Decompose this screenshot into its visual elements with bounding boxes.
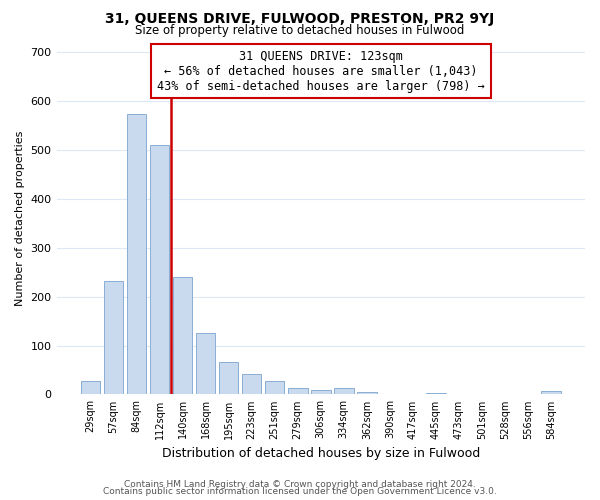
Bar [196, 334, 215, 394]
Bar [265, 381, 284, 394]
Bar [149, 145, 169, 394]
Y-axis label: Number of detached properties: Number of detached properties [15, 131, 25, 306]
Bar [288, 388, 308, 394]
Bar [242, 374, 262, 394]
Bar [311, 390, 331, 394]
Text: 31 QUEENS DRIVE: 123sqm
← 56% of detached houses are smaller (1,043)
43% of semi: 31 QUEENS DRIVE: 123sqm ← 56% of detache… [157, 50, 485, 92]
Text: Size of property relative to detached houses in Fulwood: Size of property relative to detached ho… [136, 24, 464, 37]
Bar [357, 392, 377, 394]
Bar [334, 388, 353, 394]
Text: Contains HM Land Registry data © Crown copyright and database right 2024.: Contains HM Land Registry data © Crown c… [124, 480, 476, 489]
Text: Contains public sector information licensed under the Open Government Licence v3: Contains public sector information licen… [103, 487, 497, 496]
Bar [104, 280, 123, 394]
Bar [80, 380, 100, 394]
X-axis label: Distribution of detached houses by size in Fulwood: Distribution of detached houses by size … [161, 447, 480, 460]
Bar [127, 114, 146, 394]
Text: 31, QUEENS DRIVE, FULWOOD, PRESTON, PR2 9YJ: 31, QUEENS DRIVE, FULWOOD, PRESTON, PR2 … [106, 12, 494, 26]
Bar [219, 362, 238, 394]
Bar [173, 277, 193, 394]
Bar [541, 392, 561, 394]
